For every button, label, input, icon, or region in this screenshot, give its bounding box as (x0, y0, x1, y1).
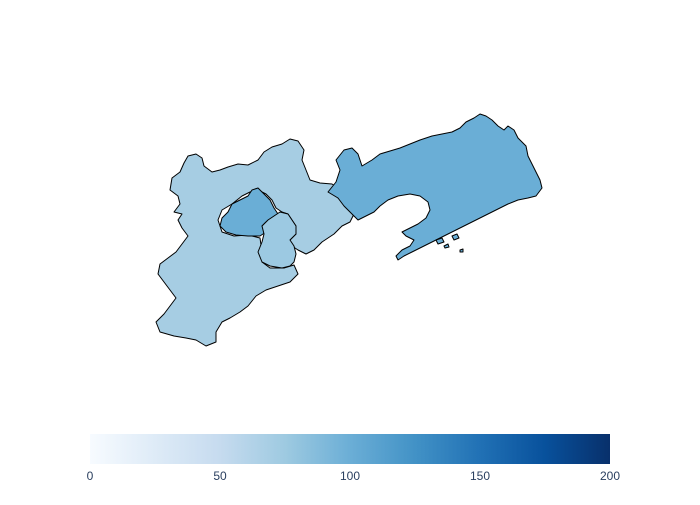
colorbar-tick-label: 200 (600, 469, 620, 483)
region-tianjin[interactable] (257, 211, 297, 269)
island (443, 243, 450, 249)
colorbar-tick-label: 50 (213, 469, 227, 483)
island (451, 233, 460, 241)
island (459, 248, 464, 253)
colorbar-bar (90, 434, 610, 464)
colorbar-tick-label: 0 (87, 469, 94, 483)
colorbar-tick-label: 100 (340, 469, 360, 483)
colorbar-tick-label: 150 (470, 469, 490, 483)
island (435, 237, 445, 245)
liaoning-islands (435, 233, 464, 253)
region-liaoning[interactable] (327, 113, 543, 261)
region-hebei[interactable] (155, 138, 355, 347)
colorbar: 0 50 100 150 200 (87, 434, 620, 483)
map-regions (155, 113, 543, 347)
